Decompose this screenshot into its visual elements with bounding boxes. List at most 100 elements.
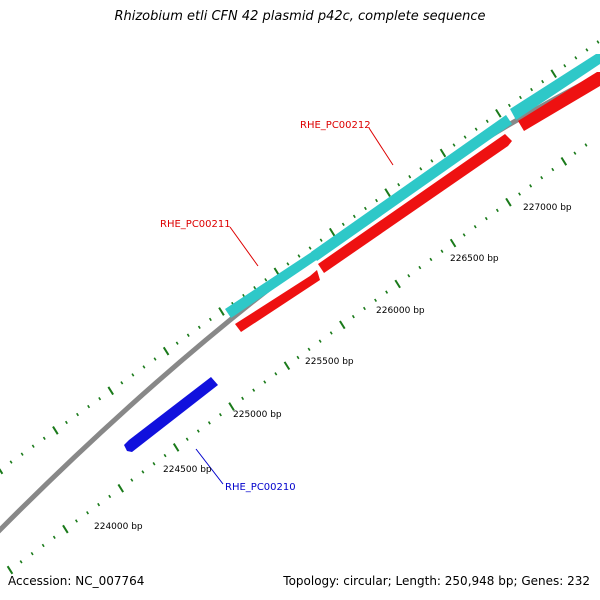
minor-tick <box>473 225 477 229</box>
minor-tick <box>362 306 366 311</box>
major-tick <box>560 156 568 166</box>
minor-tick <box>529 184 533 188</box>
cds-track-forward <box>235 72 600 332</box>
major-tick <box>107 386 114 396</box>
minor-tick <box>375 198 378 203</box>
major-tick <box>62 524 69 534</box>
minor-tick <box>74 519 78 523</box>
scale-label: 227000 bp <box>523 203 572 213</box>
minor-tick <box>419 167 423 171</box>
minor-tick <box>308 246 312 250</box>
major-tick <box>505 197 512 207</box>
major-tick <box>328 227 336 237</box>
minor-tick <box>142 365 146 369</box>
gene-label-RHE_PC00211[interactable]: RHE_PC00211 <box>160 219 231 230</box>
minor-tick <box>463 135 467 139</box>
minor-tick <box>430 159 434 163</box>
minor-tick <box>87 404 91 409</box>
gene-RHE_PC00212-arrow[interactable] <box>318 134 512 273</box>
minor-tick <box>64 420 68 425</box>
minor-tick <box>474 127 478 131</box>
major-tick <box>283 361 291 371</box>
minor-tick <box>19 560 23 564</box>
minor-tick <box>319 238 323 242</box>
minor-tick <box>440 249 444 253</box>
minor-tick <box>519 95 522 100</box>
minor-tick <box>30 551 34 556</box>
minor-tick <box>197 325 201 330</box>
minor-tick <box>541 79 545 84</box>
leader-RHE_PC00211 <box>229 226 259 267</box>
major-tick <box>162 346 170 356</box>
gene-label-RHE_PC00210[interactable]: RHE_PC00210 <box>225 482 296 493</box>
minor-tick <box>175 341 179 345</box>
minor-tick <box>462 233 466 237</box>
minor-tick <box>52 535 56 540</box>
minor-tick <box>418 265 422 270</box>
minor-tick <box>429 257 433 262</box>
minor-tick <box>42 436 46 440</box>
cds-top-segment-2[interactable] <box>311 115 512 261</box>
gene-label-RHE_PC00212[interactable]: RHE_PC00212 <box>300 120 371 131</box>
label-leaders <box>195 127 394 485</box>
major-tick <box>117 483 125 493</box>
minor-tick <box>263 380 267 384</box>
major-tick <box>172 443 180 452</box>
minor-tick <box>408 175 412 179</box>
scale-label: 224000 bp <box>94 522 143 532</box>
minor-tick <box>98 396 102 401</box>
major-tick <box>384 188 391 197</box>
minor-tick <box>352 214 356 219</box>
minor-tick <box>241 396 245 401</box>
minor-tick <box>296 355 300 360</box>
minor-tick <box>563 64 567 68</box>
minor-tick <box>20 452 24 456</box>
gene-RHE_PC00211-arrow[interactable] <box>235 270 320 332</box>
minor-tick <box>484 216 488 221</box>
major-tick <box>52 426 59 435</box>
minor-tick <box>452 143 456 147</box>
cds-top-segment-3[interactable] <box>510 54 600 120</box>
minor-tick <box>518 192 522 196</box>
minor-tick <box>152 462 156 466</box>
minor-tick <box>86 511 90 515</box>
minor-tick <box>41 543 45 548</box>
minor-tick <box>495 208 499 213</box>
cds-red-continuation[interactable] <box>518 72 600 131</box>
minor-tick <box>574 56 578 60</box>
scale-label: 225000 bp <box>233 410 282 420</box>
minor-tick <box>218 413 222 417</box>
major-tick <box>495 108 502 118</box>
cds-top-segment-1[interactable] <box>225 251 318 318</box>
map-title: Rhizobium etli CFN 42 plasmid p42c, comp… <box>114 9 486 24</box>
minor-tick <box>351 314 355 319</box>
major-tick <box>449 238 457 248</box>
minor-tick <box>341 222 345 226</box>
gene-labels: RHE_PC00210 RHE_PC00211 RHE_PC00212 <box>160 120 371 493</box>
major-tick <box>439 148 447 158</box>
gene-RHE_PC00210-arrow[interactable] <box>124 377 218 452</box>
minor-tick <box>274 372 278 376</box>
leader-RHE_PC00212 <box>368 127 394 166</box>
minor-tick <box>185 437 189 441</box>
minor-tick <box>596 40 600 44</box>
minor-tick <box>374 298 378 302</box>
minor-tick <box>407 274 411 278</box>
minor-tick <box>507 103 511 108</box>
scale-label: 226000 bp <box>376 306 425 316</box>
outer-tick-track <box>0 40 600 475</box>
minor-tick <box>385 290 389 294</box>
minor-tick <box>584 143 588 147</box>
scale-labels: 224000 bp 224500 bp 225000 bp 225500 bp … <box>94 203 572 532</box>
major-tick <box>6 565 14 575</box>
minor-tick <box>130 478 134 482</box>
major-tick <box>394 279 401 289</box>
leader-RHE_PC00210 <box>195 448 224 485</box>
minor-tick <box>530 87 534 92</box>
minor-tick <box>208 317 212 322</box>
cds-track-reverse <box>124 377 218 452</box>
minor-tick <box>9 460 13 464</box>
scale-label: 225500 bp <box>305 357 354 367</box>
cds-track-top <box>225 54 600 318</box>
